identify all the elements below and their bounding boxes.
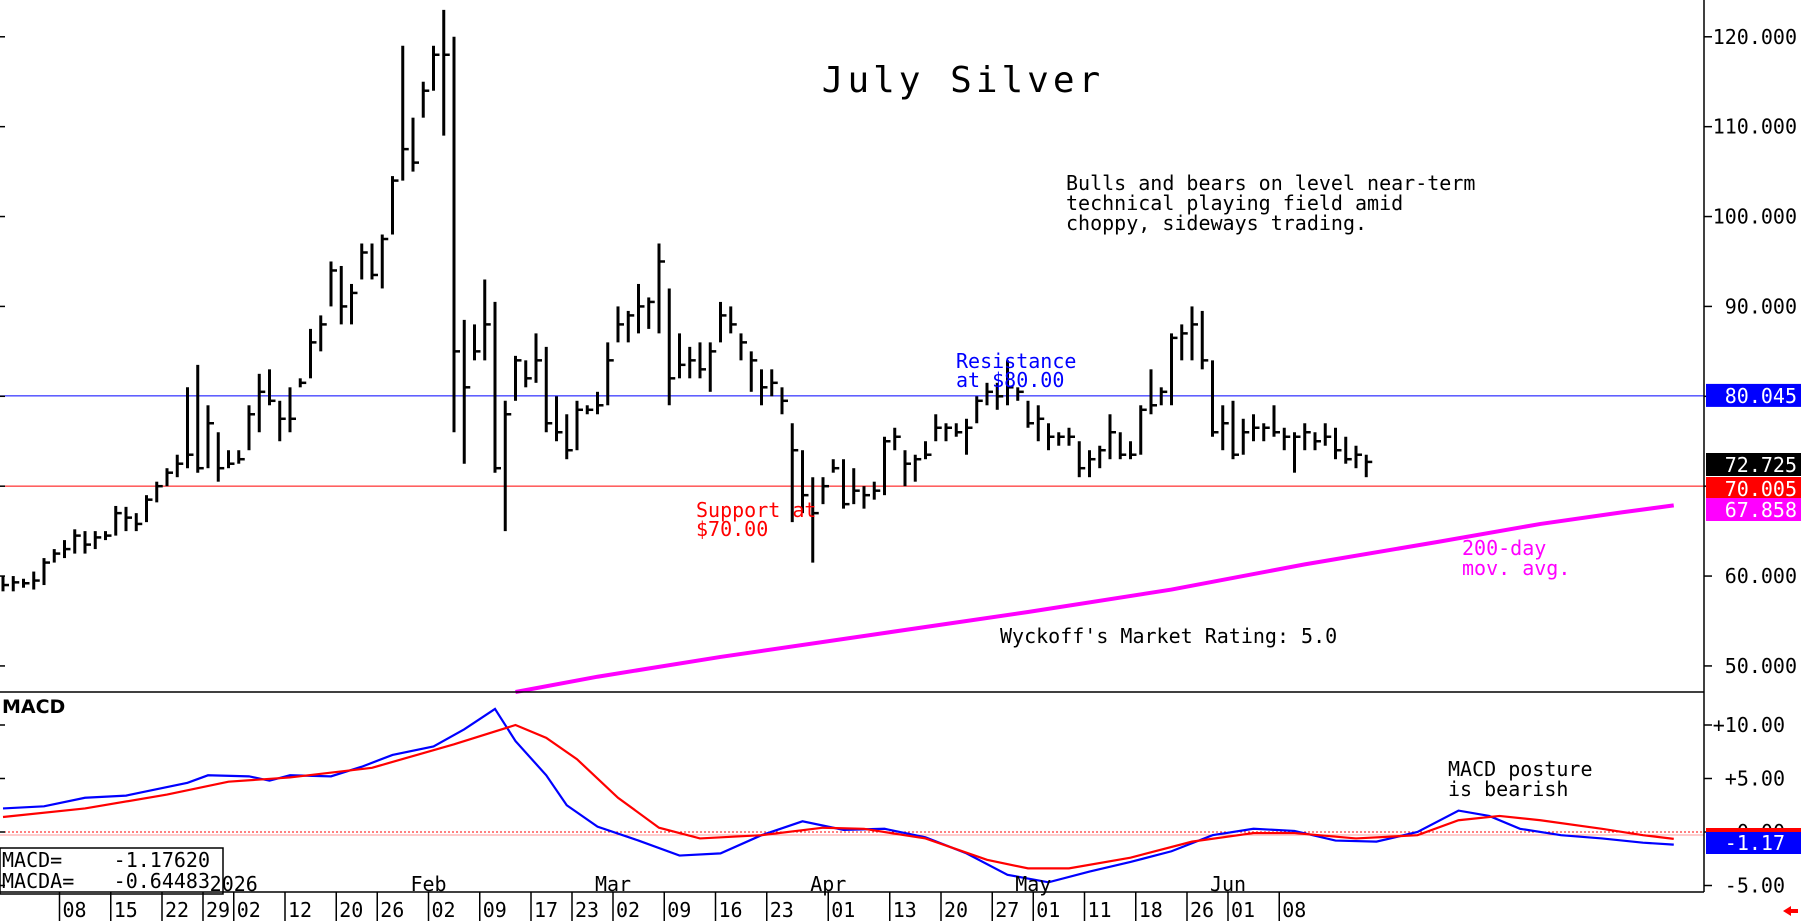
price-tag-label: 70.005 bbox=[1725, 477, 1797, 501]
commentary-line: technical playing field amid bbox=[1066, 191, 1403, 215]
price-tag bbox=[1706, 383, 1801, 407]
x-day-label: 09 bbox=[667, 898, 691, 921]
macd-annotation: is bearish bbox=[1448, 777, 1568, 801]
macd-tick-label: -5.00 bbox=[1725, 874, 1785, 898]
red-left-arrow-icon bbox=[1783, 906, 1798, 916]
x-month-label: Apr bbox=[810, 872, 846, 896]
x-day-label: 17 bbox=[534, 898, 558, 921]
x-day-label: 18 bbox=[1139, 898, 1163, 921]
annotations: July Silver Bulls and bears on level near… bbox=[696, 60, 1570, 648]
price-tag bbox=[1706, 498, 1801, 521]
x-day-label: 08 bbox=[1282, 898, 1306, 921]
x-day-label: 02 bbox=[616, 898, 640, 921]
macd-annotation: MACD posture bbox=[1448, 757, 1593, 781]
x-month-label: May bbox=[1015, 872, 1051, 896]
price-tag bbox=[1706, 453, 1801, 476]
x-day-label: 13 bbox=[893, 898, 917, 921]
chart-title: July Silver bbox=[822, 60, 1104, 101]
x-day-label: 08 bbox=[63, 898, 87, 921]
x-day-label: 22 bbox=[165, 898, 189, 921]
x-day-label: 09 bbox=[483, 898, 507, 921]
price-tick-label: 120.000 bbox=[1713, 25, 1797, 49]
moving-average-label: mov. avg. bbox=[1462, 556, 1570, 580]
x-day-label: 15 bbox=[114, 898, 138, 921]
support-label: Support at bbox=[696, 498, 816, 522]
macd-tag bbox=[1706, 831, 1801, 854]
price-tick-label: 90.000 bbox=[1725, 294, 1797, 318]
price-tag-label: 72.725 bbox=[1725, 453, 1797, 477]
x-day-label: 01 bbox=[1036, 898, 1060, 921]
x-month-label: 2026 bbox=[210, 872, 258, 896]
price-tag-label: 67.858 bbox=[1725, 498, 1797, 522]
price-tag-label: 80.045 bbox=[1725, 384, 1797, 408]
x-month-label: Jun bbox=[1210, 872, 1246, 896]
x-day-label: 29 bbox=[206, 898, 230, 921]
resistance-label: at $80.00 bbox=[956, 368, 1064, 392]
x-day-label: 27 bbox=[995, 898, 1019, 921]
price-tick-label: 60.000 bbox=[1725, 564, 1797, 588]
x-day-label: 26 bbox=[1190, 898, 1214, 921]
x-day-label: 02 bbox=[432, 898, 456, 921]
readout-box bbox=[0, 847, 224, 895]
price-tag bbox=[1706, 477, 1801, 500]
moving-average-line bbox=[515, 503, 1675, 694]
macda-tag-marker bbox=[1706, 828, 1801, 832]
moving-average-label: 200-day bbox=[1462, 536, 1546, 560]
readout-label: MACDA= bbox=[2, 869, 74, 893]
x-day-label: 26 bbox=[380, 898, 404, 921]
x-day-label: 02 bbox=[237, 898, 261, 921]
commentary-line: choppy, sideways trading. bbox=[1066, 211, 1367, 235]
x-day-label: 20 bbox=[339, 898, 363, 921]
macd-tick-label: +5.00 bbox=[1725, 767, 1785, 791]
x-day-label: 12 bbox=[288, 898, 312, 921]
x-day-label: 16 bbox=[719, 898, 743, 921]
x-month-label: Feb bbox=[410, 872, 446, 896]
macd-title: MACD bbox=[2, 696, 65, 718]
x-day-label: 01 bbox=[1231, 898, 1255, 921]
price-tick-label: 110.000 bbox=[1713, 115, 1797, 139]
macda-series-line bbox=[2, 723, 1674, 870]
readout-value: -0.64483 bbox=[114, 869, 210, 893]
market-rating: Wyckoff's Market Rating: 5.0 bbox=[1000, 624, 1337, 648]
x-day-label: 01 bbox=[831, 898, 855, 921]
readout-label: MACD= bbox=[2, 848, 62, 872]
macd-tag-label: -1.17 bbox=[1725, 831, 1785, 855]
x-day-label: 23 bbox=[575, 898, 599, 921]
macd-tick-label: +10.00 bbox=[1713, 713, 1785, 737]
price-panel bbox=[0, 9, 1704, 694]
readout-value: -1.17620 bbox=[114, 848, 210, 872]
resistance-label: Resistance bbox=[956, 349, 1076, 373]
x-month-label: Mar bbox=[595, 872, 631, 896]
price-tick-label: 100.000 bbox=[1713, 205, 1797, 229]
x-day-label: 20 bbox=[944, 898, 968, 921]
price-tick-label: 50.000 bbox=[1725, 654, 1797, 678]
support-label: $70.00 bbox=[696, 517, 768, 541]
x-day-label: 23 bbox=[770, 898, 794, 921]
commentary-line: Bulls and bears on level near-term bbox=[1066, 171, 1475, 195]
x-day-label: 11 bbox=[1088, 898, 1112, 921]
